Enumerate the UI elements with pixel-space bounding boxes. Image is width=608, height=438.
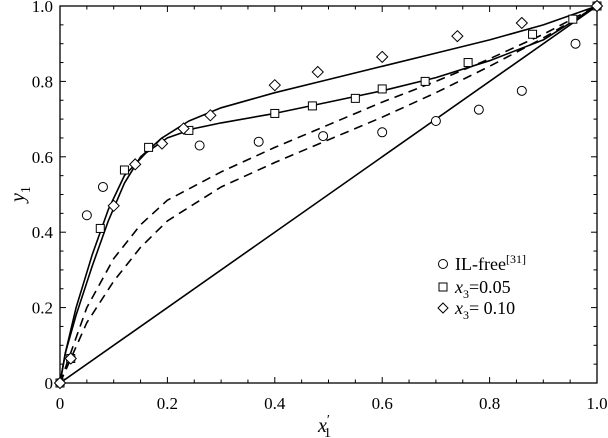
circle-marker: [194, 140, 205, 151]
x-tick-labels: 0 0.2 0.4 0.6 0.8 1.0: [56, 394, 608, 413]
diamond-marker: [311, 65, 324, 79]
legend-entry-x3-005: x3=0.05: [438, 277, 511, 301]
x-tick-label: 1.0: [586, 394, 607, 413]
x-tick-label: 0.6: [372, 394, 393, 413]
diamond-marker: [177, 122, 190, 135]
diamond-marker: [515, 16, 529, 30]
circle-marker: [516, 85, 527, 96]
y-tick-label: 0.8: [32, 72, 53, 91]
legend-sup-il-free: [31]: [506, 252, 526, 266]
solid-curve: [59, 5, 598, 384]
diamond-marker: [155, 137, 169, 150]
legend-label-il-free: IL-free: [455, 254, 506, 274]
circle-marker: [318, 131, 329, 142]
legend-sub-x3-005: 3: [463, 287, 469, 301]
solid-curve: [59, 5, 598, 384]
axis-ticks: [59, 5, 598, 384]
solid-curve: [59, 5, 598, 384]
square-marker: [307, 101, 317, 111]
square-marker: [528, 29, 538, 39]
square-marker: [463, 58, 473, 68]
y-axis-label: y1: [7, 186, 34, 204]
diamond-marker: [128, 158, 142, 171]
square-marker: [119, 165, 129, 175]
diamond-marker: [375, 50, 389, 64]
diamond-marker: [451, 29, 464, 43]
square-marker: [377, 84, 387, 94]
x-tick-label: 0.4: [264, 394, 286, 413]
y-axis-label-sub: 1: [19, 186, 34, 193]
legend-rest-x3-010: = 0.10: [469, 298, 515, 318]
legend-rest-x3-005: =0.05: [469, 277, 511, 297]
square-marker: [270, 108, 280, 118]
curves-layer: [59, 5, 598, 384]
y-tick-labels: 0 0.2 0.4 0.6 0.8 1.0: [32, 0, 54, 393]
square-marker: [420, 76, 430, 86]
y-axis-label-var: y: [7, 193, 29, 204]
diamond-marker: [64, 352, 77, 365]
legend-var-x3-005: x: [454, 277, 463, 297]
legend-diamond-marker: [437, 302, 449, 314]
y-tick-label: 0.2: [32, 299, 53, 318]
x-axis-label-sub: 1: [324, 426, 331, 438]
y-tick-label: 0.6: [32, 148, 53, 167]
diamond-marker: [107, 199, 120, 213]
circle-marker: [253, 136, 264, 147]
x-tick-label: 0.2: [157, 394, 178, 413]
markers-layer: [53, 0, 604, 390]
dashed-curve: [59, 5, 598, 384]
diamond-marker: [204, 109, 217, 122]
square-marker: [144, 142, 154, 152]
x-tick-label: 0: [56, 394, 65, 413]
legend-square-marker: [438, 282, 448, 292]
svg-text:x3=0.05: x3=0.05: [454, 277, 511, 301]
diamond-marker: [590, 0, 604, 13]
legend-entry-il-free: IL-free[31]: [438, 252, 526, 274]
x-axis-label-prime: ′: [327, 413, 330, 428]
x-tick-label: 0.8: [479, 394, 500, 413]
x-axis-label: x′ 1: [317, 413, 331, 438]
y-tick-label: 0: [45, 374, 54, 393]
legend-sub-x3-010: 3: [463, 308, 469, 322]
circle-marker: [81, 210, 92, 221]
x-axis-label-var: x: [317, 415, 327, 437]
square-marker: [568, 14, 578, 24]
svg-text:x3= 0.10: x3= 0.10: [454, 298, 515, 322]
legend-circle-marker: [438, 259, 448, 269]
circle-marker: [430, 115, 441, 126]
circle-marker: [97, 181, 108, 192]
legend: IL-free[31] x3=0.05 x3= 0.10: [437, 252, 526, 322]
square-marker: [350, 93, 360, 103]
legend-var-x3-010: x: [454, 298, 463, 318]
legend-entry-x3-010: x3= 0.10: [437, 298, 515, 322]
circle-marker: [473, 104, 484, 115]
y-tick-label: 1.0: [32, 0, 53, 16]
diamond-marker: [53, 376, 67, 390]
dashed-curve: [59, 5, 598, 384]
circle-marker: [570, 38, 581, 49]
diamond-marker: [268, 78, 282, 92]
square-marker: [95, 223, 105, 233]
circle-marker: [377, 127, 388, 138]
y-tick-label: 0.4: [32, 223, 54, 242]
svg-text:IL-free[31]: IL-free[31]: [455, 252, 526, 274]
